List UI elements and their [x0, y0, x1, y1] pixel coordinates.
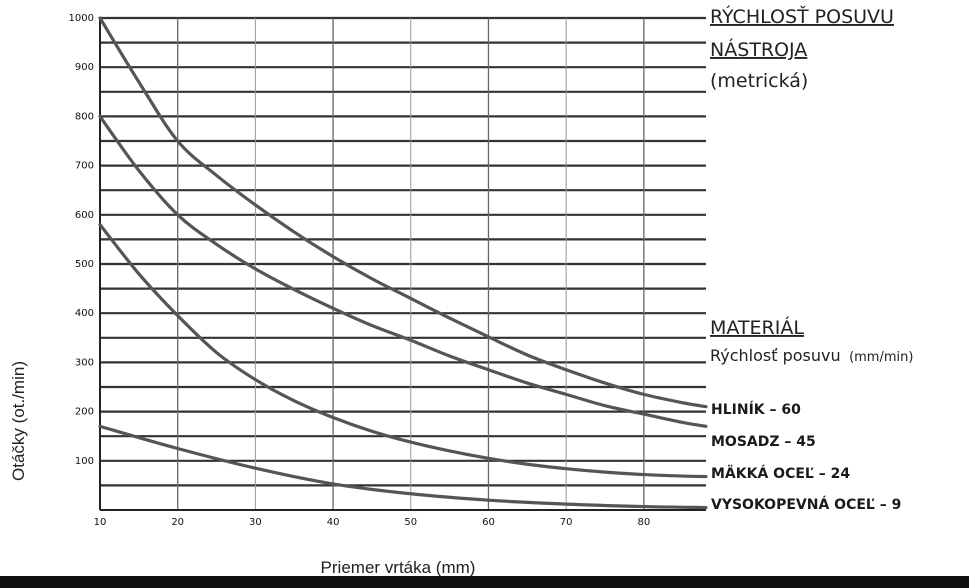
y-tick-label: 600: [75, 210, 94, 221]
y-tick-label: 200: [75, 407, 94, 418]
x-tick-label: 80: [637, 517, 650, 528]
x-tick-label: 50: [404, 517, 417, 528]
side-title-line-1: RÝCHLOSŤ POSUVU: [710, 5, 894, 28]
series-line-3: [98, 223, 708, 479]
y-tick-label: 300: [75, 357, 94, 368]
y-tick-label: 900: [75, 62, 94, 73]
y-tick-labels: 1000 900 800 700 600 500 400 300 200 100: [69, 13, 94, 467]
y-axis-title: Otáčky (ot./min): [9, 361, 28, 481]
x-tick-label: 10: [94, 517, 107, 528]
side-title-line-2: NÁSTROJA: [710, 38, 807, 61]
y-tick-label: 1000: [69, 13, 94, 24]
feed-rate-unit: (mm/min): [849, 350, 913, 365]
material-heading: MATERIÁL: [710, 316, 804, 339]
y-tick-label: 400: [75, 308, 94, 319]
x-tick-label: 30: [249, 517, 262, 528]
y-tick-label: 800: [75, 111, 94, 122]
x-axis-title: Priemer vrtáka (mm): [321, 558, 476, 577]
bottom-bar: [0, 576, 969, 588]
x-tick-label: 70: [560, 517, 573, 528]
x-tick-label: 40: [327, 517, 340, 528]
y-tick-label: 100: [75, 456, 94, 467]
chart-series: [98, 16, 708, 510]
series-line-4: [98, 424, 708, 510]
x-tick-label: 20: [171, 517, 184, 528]
series-label-brass: MOSADZ – 45: [711, 434, 816, 450]
y-tick-label: 500: [75, 259, 94, 270]
feed-rate-text: Rýchlosť posuvu: [710, 346, 841, 365]
x-tick-labels: 10 20 30 40 50 60 70 80: [94, 517, 651, 528]
series-label-high-strength-steel: VYSOKOPEVNÁ OCEĽ – 9: [711, 496, 901, 513]
series-line-2: [98, 114, 708, 428]
side-title-note: (metrická): [710, 70, 808, 92]
series-line-1: [98, 16, 708, 409]
x-tick-label: 60: [482, 517, 495, 528]
series-label-mild-steel: MÄKKÁ OCEĽ – 24: [711, 465, 850, 482]
y-tick-label: 700: [75, 161, 94, 172]
series-label-aluminium: HLINÍK – 60: [711, 401, 801, 418]
feed-rate-label: Rýchlosť posuvu (mm/min): [710, 346, 913, 365]
